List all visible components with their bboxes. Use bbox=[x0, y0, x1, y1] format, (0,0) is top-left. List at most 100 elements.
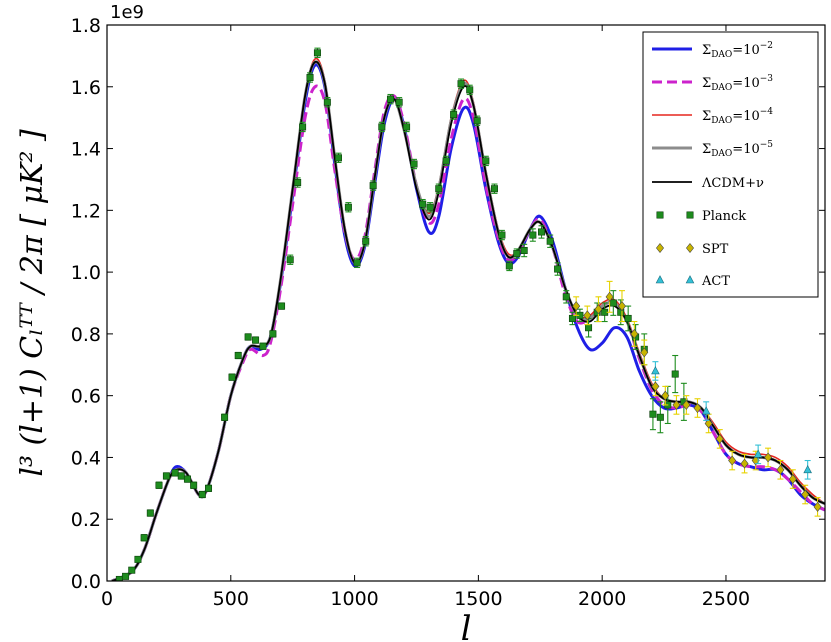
data-point bbox=[294, 179, 302, 187]
data-point bbox=[134, 555, 142, 563]
data-point bbox=[529, 231, 537, 239]
legend-marker bbox=[656, 243, 664, 253]
data-point bbox=[704, 418, 713, 429]
data-point bbox=[630, 328, 639, 339]
data-point bbox=[661, 390, 670, 401]
legend-label: ACT bbox=[701, 274, 730, 289]
data-point bbox=[572, 301, 581, 312]
data-point bbox=[122, 572, 130, 580]
legend-entry-6: Planck bbox=[656, 209, 746, 224]
data-point bbox=[554, 265, 562, 273]
y-tick-label: 1.6 bbox=[71, 77, 101, 99]
data-point bbox=[682, 399, 691, 410]
legend-entry-7: SPT bbox=[656, 242, 729, 257]
data-point bbox=[171, 469, 179, 477]
data-point bbox=[585, 324, 593, 332]
series-line-5 bbox=[111, 60, 825, 581]
data-point bbox=[671, 370, 679, 378]
data-point bbox=[693, 403, 702, 414]
legend-entry-4: ΣDAO=10−5 bbox=[652, 140, 773, 159]
y-tick-label: 1.2 bbox=[71, 200, 101, 222]
legend-label: ΣDAO=10−5 bbox=[702, 140, 773, 159]
data-point bbox=[701, 406, 711, 415]
data-point bbox=[442, 157, 450, 165]
data-point bbox=[115, 575, 123, 581]
data-point bbox=[562, 293, 570, 301]
x-tick-label: 500 bbox=[213, 588, 249, 610]
data-point bbox=[753, 449, 763, 458]
data-point bbox=[583, 310, 592, 321]
data-point bbox=[228, 373, 236, 381]
data-point bbox=[803, 464, 812, 474]
data-point bbox=[410, 160, 418, 168]
data-point bbox=[183, 475, 191, 483]
y-tick-label: 0.0 bbox=[71, 571, 101, 593]
legend-marker bbox=[656, 211, 664, 219]
dataset-spt bbox=[572, 280, 822, 517]
data-point bbox=[672, 399, 681, 410]
x-tick-label: 0 bbox=[101, 588, 113, 610]
y-tick-label: 0.8 bbox=[71, 324, 101, 346]
data-point bbox=[764, 452, 773, 463]
data-point bbox=[313, 49, 321, 57]
x-axis-label: l bbox=[461, 609, 472, 642]
data-point bbox=[813, 501, 822, 512]
data-point bbox=[128, 566, 136, 574]
data-point bbox=[651, 381, 660, 392]
legend-entry-2: ΣDAO=10−3 bbox=[652, 74, 773, 93]
data-point bbox=[244, 333, 252, 341]
data-point bbox=[234, 352, 242, 360]
data-point bbox=[205, 484, 213, 492]
x-tick-label: 1500 bbox=[454, 588, 502, 610]
data-point bbox=[801, 489, 810, 500]
data-point bbox=[435, 185, 443, 193]
legend-marker bbox=[685, 275, 695, 284]
data-point bbox=[482, 157, 490, 165]
data-point bbox=[457, 80, 465, 88]
data-point bbox=[155, 481, 163, 489]
legend-label: ΣDAO=10−4 bbox=[702, 107, 773, 126]
data-point bbox=[419, 200, 427, 208]
data-point bbox=[546, 237, 554, 245]
legend-label: SPT bbox=[702, 242, 729, 257]
legend-marker bbox=[655, 275, 665, 284]
data-point bbox=[776, 464, 785, 475]
data-point bbox=[369, 182, 377, 190]
legend-entry-1: ΣDAO=10−2 bbox=[652, 41, 773, 60]
data-point bbox=[466, 86, 474, 94]
data-point bbox=[450, 111, 458, 119]
data-point bbox=[252, 336, 260, 344]
legend: ΣDAO=10−2 ΣDAO=10−3 ΣDAO=10−4 ΣDAO=10−5 ΛCDM… bbox=[642, 31, 819, 298]
data-point bbox=[651, 366, 660, 375]
data-point bbox=[344, 203, 352, 211]
data-point bbox=[403, 123, 411, 131]
y-tick-label: 0.2 bbox=[71, 509, 101, 531]
legend-entry-8: ACT bbox=[655, 274, 730, 289]
data-point bbox=[490, 185, 498, 193]
data-point bbox=[140, 534, 148, 542]
data-point bbox=[378, 123, 386, 131]
data-point bbox=[513, 250, 521, 258]
y-axis-multiplier: 1e9 bbox=[110, 2, 144, 23]
y-tick-label: 0.4 bbox=[71, 447, 101, 469]
legend-entry-5: ΛCDM+ν bbox=[652, 176, 764, 191]
legend-marker bbox=[686, 243, 694, 253]
data-point bbox=[334, 154, 342, 162]
y-tick-label: 1.8 bbox=[71, 15, 101, 37]
y-axis-label-group: l³ (l+1) Cₗᵀᵀ / 2π [ μK² ] bbox=[15, 129, 50, 477]
legend-label: Planck bbox=[702, 209, 746, 224]
data-point bbox=[146, 509, 154, 517]
data-point bbox=[520, 246, 528, 254]
data-point bbox=[299, 123, 307, 131]
legend-label: ΣDAO=10−3 bbox=[702, 74, 773, 93]
data-point bbox=[498, 231, 506, 239]
x-tick-label: 2500 bbox=[702, 588, 750, 610]
data-point bbox=[177, 472, 185, 480]
data-point bbox=[609, 299, 617, 307]
data-point bbox=[259, 342, 267, 350]
legend-label: ΣDAO=10−2 bbox=[702, 41, 773, 60]
data-point bbox=[788, 474, 797, 485]
data-point bbox=[473, 117, 481, 125]
data-point bbox=[362, 237, 370, 245]
